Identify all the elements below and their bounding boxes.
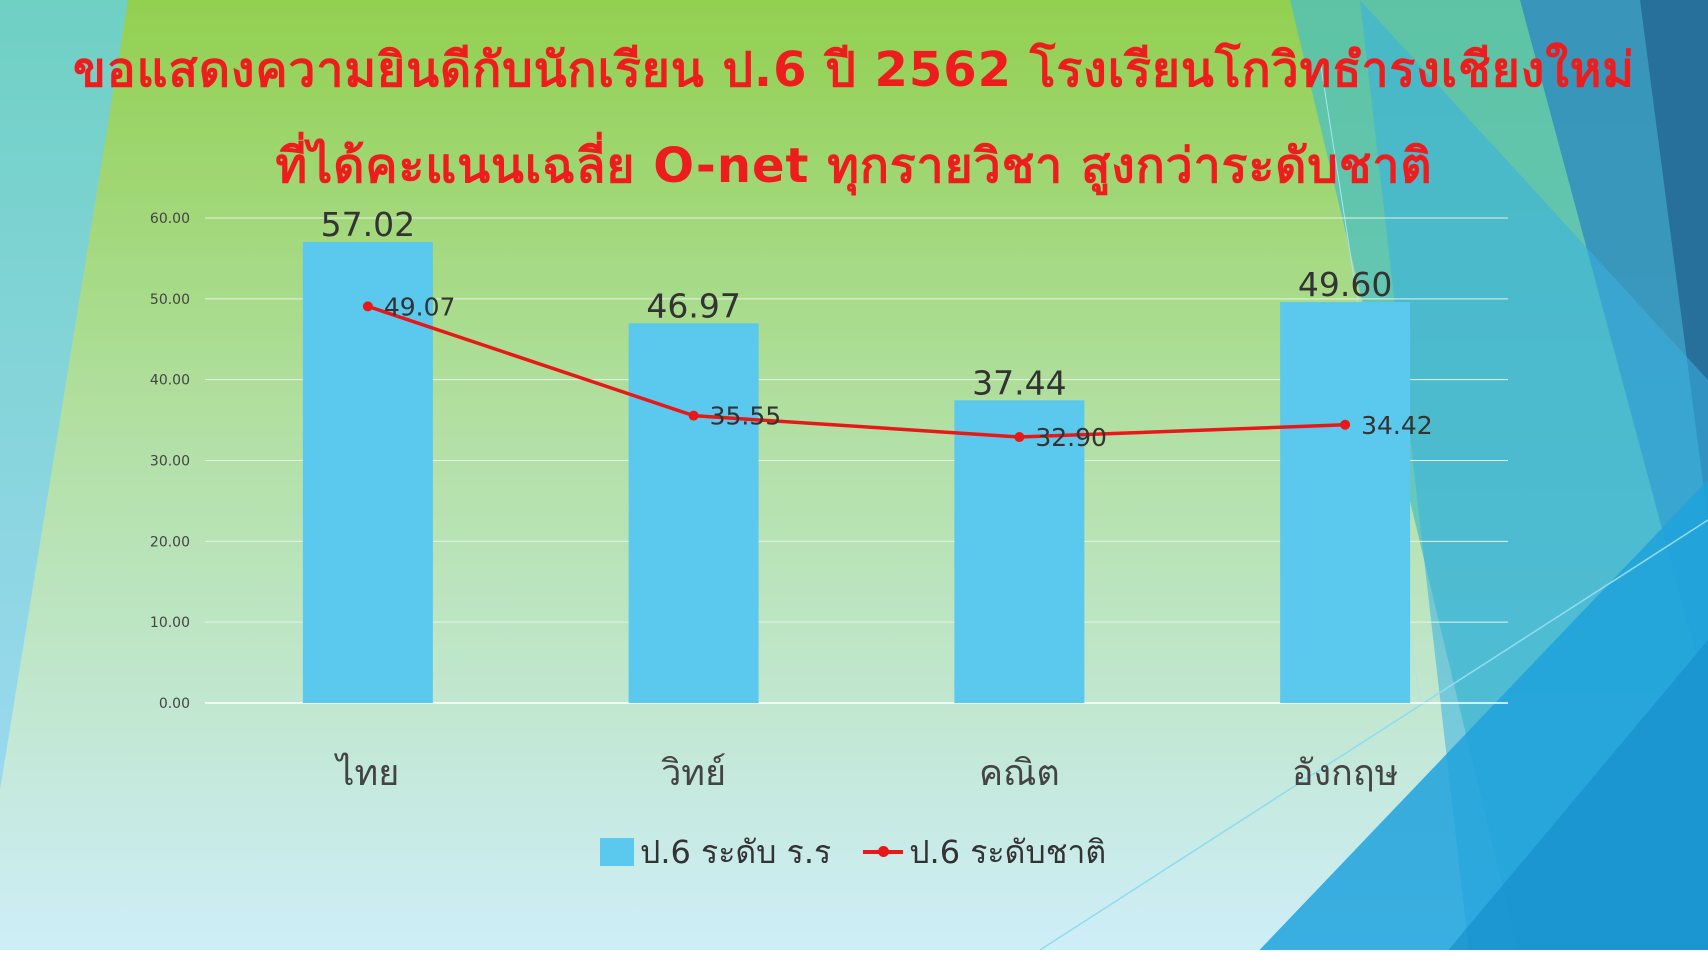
bar-value-label: 37.44 (972, 363, 1066, 402)
legend-item-school: ป.6 ระดับ ร.ร (600, 827, 831, 878)
y-tick-label: 60.00 (150, 211, 190, 227)
y-tick-label: 40.00 (150, 373, 190, 389)
bar (628, 323, 759, 703)
bar-value-label: 57.02 (321, 205, 415, 244)
x-category-label: คณิต (979, 753, 1060, 794)
y-tick-label: 20.00 (150, 534, 190, 550)
bar (1280, 302, 1411, 703)
slide-title-line-1: ขอแสดงความยินดีกับนักเรียน ป.6 ปี 2562 โ… (72, 42, 1636, 98)
line-value-label: 34.42 (1361, 411, 1433, 440)
bar (302, 242, 433, 704)
legend-label-national: ป.6 ระดับชาติ (909, 832, 1107, 871)
legend-bar-swatch (600, 838, 634, 866)
line-point (362, 301, 373, 312)
x-category-label: ไทย (333, 752, 399, 794)
line-value-label: 32.90 (1035, 423, 1107, 452)
line-value-label: 49.07 (384, 292, 456, 321)
line-point (688, 410, 699, 421)
legend-item-national: ป.6 ระดับชาติ (863, 827, 1106, 878)
x-category-label: วิทย์ (661, 753, 726, 794)
y-tick-label: 10.00 (150, 615, 190, 631)
y-tick-label: 0.00 (159, 696, 190, 712)
x-category-label: อังกฤษ (1292, 753, 1399, 794)
legend-line-marker (878, 846, 890, 857)
legend-line-swatch (863, 846, 904, 857)
bar-value-label: 49.60 (1298, 265, 1392, 304)
line-point (1014, 432, 1025, 443)
slide-title-line-2: ที่ได้คะแนนเฉลี่ย O-net ทุกรายวิชา สูงกว… (275, 138, 1433, 194)
y-tick-label: 50.00 (150, 292, 190, 308)
bar-value-label: 46.97 (646, 286, 740, 325)
chart-legend: ป.6 ระดับ ร.ร ป.6 ระดับชาติ (600, 828, 1138, 876)
line-point (1340, 419, 1351, 430)
line-value-label: 35.55 (710, 402, 782, 431)
y-tick-label: 30.00 (150, 454, 190, 470)
line-series-national (367, 304, 1346, 439)
bar (954, 400, 1085, 703)
legend-label-school: ป.6 ระดับ ร.ร (640, 832, 832, 871)
